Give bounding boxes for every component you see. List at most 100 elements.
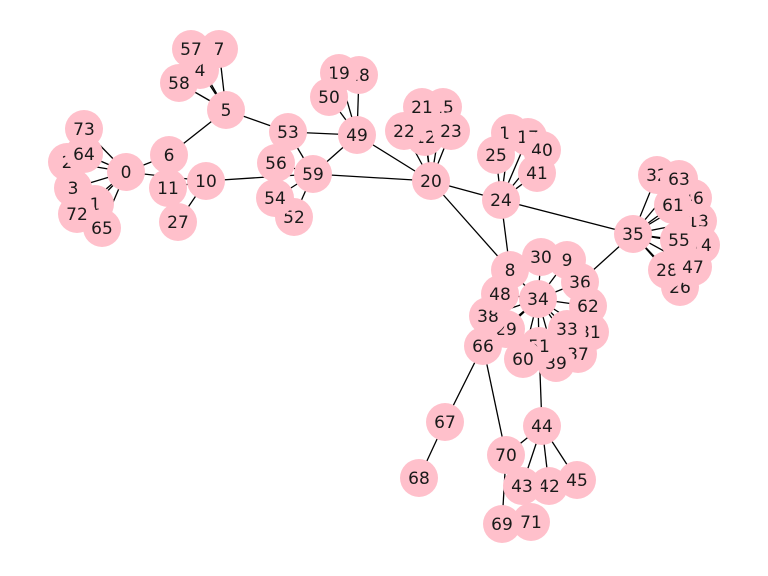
node-circle — [519, 280, 557, 318]
node-circle — [207, 91, 245, 129]
node-label: 50 — [318, 88, 340, 108]
node-circle — [481, 275, 519, 313]
node-label: 9 — [562, 251, 573, 271]
edges-layer — [66, 48, 702, 525]
node-45: 45 — [558, 461, 596, 499]
node-circle — [660, 160, 698, 198]
node-label: 61 — [662, 196, 684, 216]
node-label: 35 — [622, 225, 644, 245]
node-label: 47 — [682, 258, 704, 278]
node-label: 54 — [264, 189, 286, 209]
node-label: 53 — [277, 123, 299, 143]
edge-59-20 — [312, 173, 432, 182]
node-label: 58 — [168, 74, 190, 94]
node-62: 62 — [569, 287, 607, 325]
node-66: 66 — [464, 327, 502, 365]
node-label: 38 — [477, 307, 499, 327]
node-label: 44 — [531, 417, 553, 437]
node-20: 20 — [412, 162, 450, 200]
node-circle — [522, 238, 560, 276]
node-label: 25 — [485, 146, 507, 166]
node-label: 71 — [520, 513, 542, 533]
node-circle — [257, 144, 295, 182]
node-circle — [269, 113, 307, 151]
node-circle — [523, 407, 561, 445]
node-label: 69 — [491, 515, 513, 535]
node-label: 42 — [538, 477, 560, 497]
node-label: 52 — [283, 208, 305, 228]
node-circle — [172, 30, 210, 68]
node-label: 70 — [495, 446, 517, 466]
node-label: 49 — [346, 126, 368, 146]
edge-24-35 — [500, 199, 634, 235]
node-circle — [503, 467, 541, 505]
node-label: 6 — [164, 146, 175, 166]
node-circle — [660, 221, 698, 259]
node-69: 69 — [483, 505, 521, 543]
node-label: 65 — [91, 219, 113, 239]
node-70: 70 — [487, 436, 525, 474]
node-label: 4 — [195, 61, 206, 81]
node-label: 7 — [214, 40, 225, 60]
node-circle — [464, 327, 502, 365]
node-23: 23 — [432, 112, 470, 150]
node-circle — [614, 215, 652, 253]
node-56: 56 — [257, 144, 295, 182]
node-73: 73 — [65, 110, 103, 148]
node-label: 66 — [472, 337, 494, 357]
node-43: 43 — [503, 467, 541, 505]
node-circle — [518, 154, 556, 192]
node-22: 22 — [385, 112, 423, 150]
node-label: 43 — [511, 477, 533, 497]
node-50: 50 — [310, 78, 348, 116]
node-circle — [432, 112, 470, 150]
node-11: 11 — [149, 169, 187, 207]
node-label: 60 — [512, 350, 534, 370]
node-circle — [482, 181, 520, 219]
node-circle — [107, 153, 145, 191]
node-63: 63 — [660, 160, 698, 198]
node-label: 64 — [73, 145, 95, 165]
node-circle — [150, 136, 188, 174]
node-circle — [385, 112, 423, 150]
node-7: 7 — [200, 30, 238, 68]
node-label: 24 — [490, 191, 512, 211]
node-label: 55 — [668, 231, 690, 251]
node-label: 8 — [505, 261, 516, 281]
node-circle — [477, 136, 515, 174]
node-label: 34 — [527, 290, 549, 310]
node-label: 20 — [420, 172, 442, 192]
node-53: 53 — [269, 113, 307, 151]
node-49: 49 — [338, 116, 376, 154]
node-label: 48 — [489, 285, 511, 305]
node-label: 62 — [577, 297, 599, 317]
node-label: 67 — [434, 413, 456, 433]
node-label: 23 — [440, 122, 462, 142]
node-48: 48 — [481, 275, 519, 313]
node-circle — [512, 503, 550, 541]
node-circle — [558, 461, 596, 499]
node-circle — [294, 155, 332, 193]
node-circle — [569, 287, 607, 325]
node-circle — [58, 195, 96, 233]
node-67: 67 — [426, 403, 464, 441]
node-10: 10 — [187, 162, 225, 200]
node-label: 30 — [530, 248, 552, 268]
node-25: 25 — [477, 136, 515, 174]
node-label: 0 — [121, 163, 132, 183]
node-label: 45 — [566, 471, 588, 491]
node-5: 5 — [207, 91, 245, 129]
node-circle — [412, 162, 450, 200]
node-circle — [149, 169, 187, 207]
edge-20-8 — [430, 180, 511, 271]
node-label: 73 — [73, 120, 95, 140]
node-circle — [400, 459, 438, 497]
node-circle — [65, 110, 103, 148]
node-41: 41 — [518, 154, 556, 192]
node-label: 11 — [157, 179, 179, 199]
node-label: 63 — [668, 170, 690, 190]
node-label: 41 — [526, 164, 548, 184]
node-34: 34 — [519, 280, 557, 318]
node-label: 2 — [62, 153, 73, 173]
